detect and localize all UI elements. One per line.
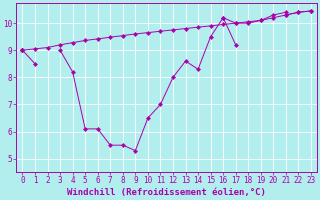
X-axis label: Windchill (Refroidissement éolien,°C): Windchill (Refroidissement éolien,°C): [67, 188, 266, 197]
